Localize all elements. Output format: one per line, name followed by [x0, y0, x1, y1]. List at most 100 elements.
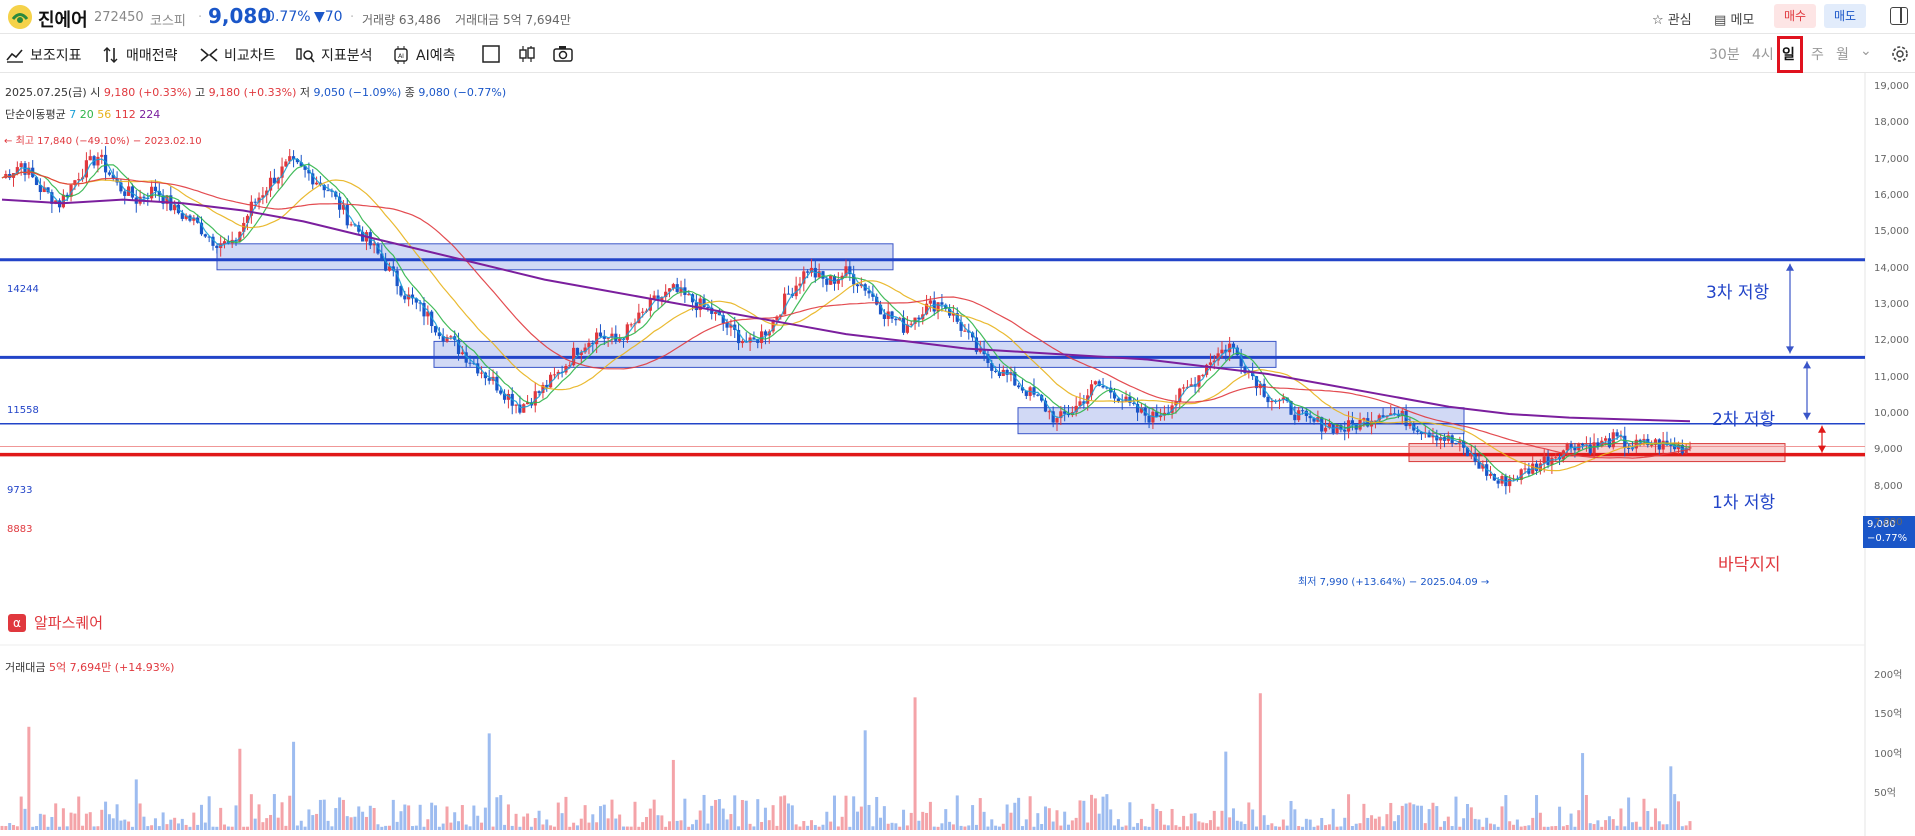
candle-body — [1024, 390, 1028, 396]
price-chart[interactable] — [0, 73, 1915, 836]
volume-bar — [598, 806, 602, 830]
timeframe-4h[interactable]: 4시 — [1752, 47, 1774, 63]
level-label-2: 11558 — [7, 405, 39, 416]
stock-market: 코스피 — [150, 14, 186, 29]
ai-predict-button[interactable]: AI AI예측 — [392, 45, 455, 65]
volume-bar — [269, 814, 273, 830]
volume-bar — [863, 730, 867, 830]
volume-bar — [1162, 824, 1166, 830]
candle-body — [1224, 349, 1228, 353]
alphasquare-brand[interactable]: α 알파스퀘어 — [8, 612, 103, 633]
gear-icon[interactable] — [1890, 44, 1910, 64]
arrow-resistance-3-2-head-top — [1786, 263, 1794, 271]
candle-body — [345, 205, 349, 226]
volume-bar — [1419, 805, 1423, 830]
volume-info-value: 5억 7,694만 (+14.93%) — [48, 661, 175, 674]
annotation-resistance-2: 2차 저항 — [1712, 410, 1776, 430]
candle-body — [541, 384, 545, 393]
volume-bar — [748, 823, 752, 830]
volume-bar — [153, 818, 157, 830]
volume-bar — [1266, 824, 1270, 830]
volume-bar — [913, 697, 917, 830]
candle-body — [598, 332, 603, 337]
volume-bar — [491, 826, 495, 830]
ma20-line — [1, 163, 1691, 481]
volume-bar — [1680, 826, 1684, 830]
volume-bar — [1009, 812, 1013, 830]
memo-button[interactable]: ▤ 메모 — [1714, 9, 1754, 28]
candle-body — [687, 294, 691, 296]
close-label: 종 — [404, 86, 415, 99]
timeframe-week[interactable]: 주 — [1811, 47, 1824, 63]
volume-bar — [334, 808, 338, 830]
timeframe-30m[interactable]: 30분 — [1709, 47, 1740, 63]
volume-bar — [1454, 796, 1458, 830]
y-tick-label: 16,000 — [1874, 190, 1909, 201]
volume-bar — [867, 804, 871, 830]
candle-body — [1431, 435, 1435, 438]
amount-label: 거래대금 5억 7,694만 — [455, 13, 571, 27]
compare-button[interactable]: 비교차트 — [200, 45, 276, 65]
volume-bar — [1343, 817, 1347, 830]
volume-bar — [399, 811, 403, 830]
volume-bar — [1274, 826, 1278, 830]
change-value: ▼70 — [314, 9, 343, 25]
screenshot-button[interactable] — [553, 45, 573, 63]
volume-bar — [1040, 823, 1044, 830]
volume-bar — [725, 819, 729, 830]
sell-button[interactable]: 매도 — [1824, 4, 1866, 28]
volume-bar — [533, 818, 537, 830]
volume-bar — [756, 799, 760, 830]
candle-body — [978, 349, 982, 352]
candle-body — [1669, 444, 1673, 446]
volume-bar — [564, 796, 568, 830]
candle-body — [664, 291, 668, 298]
analysis-icon — [296, 48, 315, 63]
candle-body — [46, 187, 50, 193]
candle-body — [1132, 402, 1136, 404]
watch-button[interactable]: ☆ 관심 — [1652, 9, 1692, 28]
candle-body — [376, 244, 380, 254]
candle-body — [1205, 364, 1209, 375]
volume-bar — [288, 795, 292, 830]
analysis-button[interactable]: 지표분석 — [295, 45, 373, 65]
candle-body — [798, 283, 802, 286]
side-panel-icon[interactable] — [1890, 7, 1908, 25]
candle-body — [702, 298, 706, 308]
timeframe-day[interactable]: 일 — [1782, 47, 1795, 63]
volume-bar — [518, 826, 522, 830]
candle-body — [909, 323, 913, 325]
buy-button[interactable]: 매수 — [1774, 4, 1816, 28]
volume-bar — [1404, 803, 1408, 830]
volume-bar — [322, 799, 326, 830]
volume-bar — [1174, 825, 1178, 830]
candle-body — [855, 284, 860, 287]
candle-body — [199, 222, 204, 235]
indicator-button[interactable]: 보조지표 — [6, 45, 82, 65]
candle-body — [763, 331, 768, 336]
strategy-button[interactable]: 매매전략 — [102, 45, 178, 65]
volume-tick-label: 100억 — [1874, 748, 1903, 760]
volume-bar — [1166, 825, 1170, 830]
volume-bar — [1289, 800, 1293, 830]
chart-type-button[interactable] — [518, 45, 536, 63]
y-tick-label: 12,000 — [1874, 335, 1909, 347]
candle-body — [549, 374, 553, 388]
timeframe-month[interactable]: 월 — [1836, 47, 1849, 63]
candle-body — [103, 154, 108, 173]
volume-bar — [38, 813, 42, 830]
candle-body — [1189, 384, 1193, 387]
volume-bar — [1028, 796, 1032, 830]
volume-bar — [1592, 824, 1596, 830]
separator-dot: · — [198, 10, 203, 25]
draw-box-button[interactable] — [482, 45, 500, 63]
candle-body — [1197, 375, 1201, 387]
candle-body — [894, 318, 898, 321]
volume-bar — [253, 818, 257, 830]
ma20-period: 20 — [79, 108, 94, 121]
candle-body — [579, 352, 583, 355]
chevron-down-icon[interactable]: ⌄ — [1860, 43, 1872, 59]
volume-bar — [215, 826, 219, 830]
volume-bar — [1020, 826, 1024, 830]
volume-bar — [280, 802, 284, 830]
